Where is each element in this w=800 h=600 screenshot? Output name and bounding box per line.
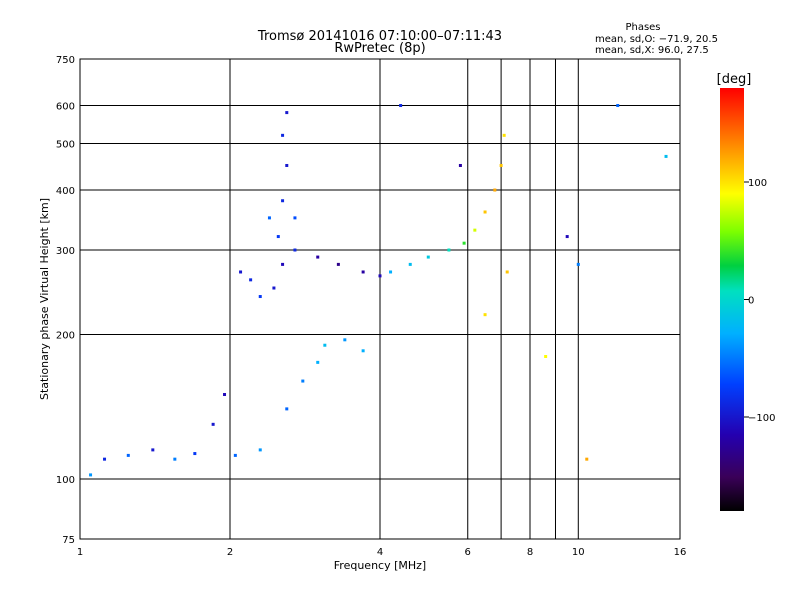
data-point bbox=[276, 235, 280, 239]
y-tick-label: 75 bbox=[62, 535, 75, 546]
data-point bbox=[233, 453, 237, 457]
chart-subtitle: RwPretec (8p) bbox=[334, 41, 425, 56]
data-point bbox=[267, 216, 271, 220]
data-point bbox=[576, 262, 580, 266]
data-point bbox=[293, 216, 297, 220]
data-point bbox=[585, 457, 589, 461]
data-point bbox=[293, 248, 297, 252]
data-point bbox=[89, 473, 93, 477]
y-axis-label: Stationary phase Virtual Height [km] bbox=[38, 198, 51, 400]
data-points bbox=[89, 104, 668, 477]
colorbar-tick-label: 100 bbox=[748, 178, 767, 189]
data-point bbox=[173, 457, 177, 461]
chart-title: Tromsø 20141016 07:10:00–07:11:43 bbox=[257, 29, 502, 44]
data-point bbox=[239, 270, 243, 274]
y-tick-label: 600 bbox=[56, 102, 75, 113]
data-point bbox=[258, 448, 262, 452]
data-point bbox=[447, 248, 451, 252]
data-point bbox=[223, 393, 227, 397]
data-point bbox=[281, 262, 285, 266]
data-point bbox=[473, 228, 477, 232]
data-point bbox=[544, 354, 548, 358]
colorbar-tick-label: −100 bbox=[748, 413, 775, 424]
x-tick-label: 10 bbox=[572, 547, 585, 558]
legend-line-o: mean, sd,O: −71.9, 20.5 bbox=[595, 34, 718, 45]
x-tick-label: 6 bbox=[465, 547, 471, 558]
data-point bbox=[258, 295, 262, 299]
colorbar-label: [deg] bbox=[717, 72, 752, 87]
data-point bbox=[211, 422, 215, 426]
x-tick-label: 1 bbox=[77, 547, 83, 558]
data-point bbox=[483, 313, 487, 317]
data-point bbox=[151, 448, 155, 452]
data-point bbox=[281, 133, 285, 137]
x-tick-label: 2 bbox=[227, 547, 233, 558]
data-point bbox=[378, 274, 382, 278]
data-point bbox=[458, 163, 462, 167]
data-point bbox=[343, 338, 347, 342]
data-point bbox=[361, 349, 365, 353]
data-point bbox=[426, 255, 430, 259]
x-tick-label: 16 bbox=[674, 547, 687, 558]
data-point bbox=[361, 270, 365, 274]
y-tick-label: 100 bbox=[56, 475, 75, 486]
data-point bbox=[493, 188, 497, 192]
data-point bbox=[483, 210, 487, 214]
plot-frame bbox=[79, 58, 681, 540]
y-tick-label: 750 bbox=[56, 55, 75, 66]
y-tick-label: 400 bbox=[56, 186, 75, 197]
data-point bbox=[505, 270, 509, 274]
x-tick-label: 4 bbox=[377, 547, 383, 558]
data-point bbox=[336, 262, 340, 266]
data-point bbox=[565, 235, 569, 239]
data-point bbox=[323, 343, 327, 347]
legend-title: Phases bbox=[625, 22, 660, 33]
data-point bbox=[408, 262, 412, 266]
data-point bbox=[616, 104, 620, 108]
data-point bbox=[285, 163, 289, 167]
data-point bbox=[193, 452, 197, 456]
y-tick-label: 300 bbox=[56, 246, 75, 257]
data-point bbox=[126, 453, 130, 457]
data-point bbox=[249, 278, 253, 282]
data-point bbox=[285, 111, 289, 115]
colorbar-tick-label: 0 bbox=[748, 296, 754, 307]
data-point bbox=[664, 154, 668, 158]
data-point bbox=[399, 104, 403, 108]
data-point bbox=[502, 133, 506, 137]
colorbar bbox=[720, 88, 744, 511]
data-point bbox=[389, 270, 393, 274]
data-point bbox=[316, 360, 320, 364]
grid-lines bbox=[80, 59, 680, 539]
x-axis-label: Frequency [MHz] bbox=[334, 559, 426, 572]
data-point bbox=[281, 199, 285, 203]
x-tick-label: 8 bbox=[527, 547, 533, 558]
data-point bbox=[285, 407, 289, 411]
data-point bbox=[462, 241, 466, 245]
legend-line-x: mean, sd,X: 96.0, 27.5 bbox=[595, 45, 709, 56]
data-point bbox=[272, 286, 276, 290]
data-point bbox=[499, 163, 503, 167]
colorbar-ticks: 100 0 −100 bbox=[744, 178, 775, 424]
y-tick-label: 500 bbox=[56, 140, 75, 151]
axis-ticks: 1 2 4 6 8 10 16 75 100 200 300 400 500 600 750 bbox=[56, 55, 686, 558]
data-point bbox=[103, 457, 107, 461]
y-tick-label: 200 bbox=[56, 331, 75, 342]
data-point bbox=[316, 255, 320, 259]
data-point bbox=[301, 379, 305, 383]
